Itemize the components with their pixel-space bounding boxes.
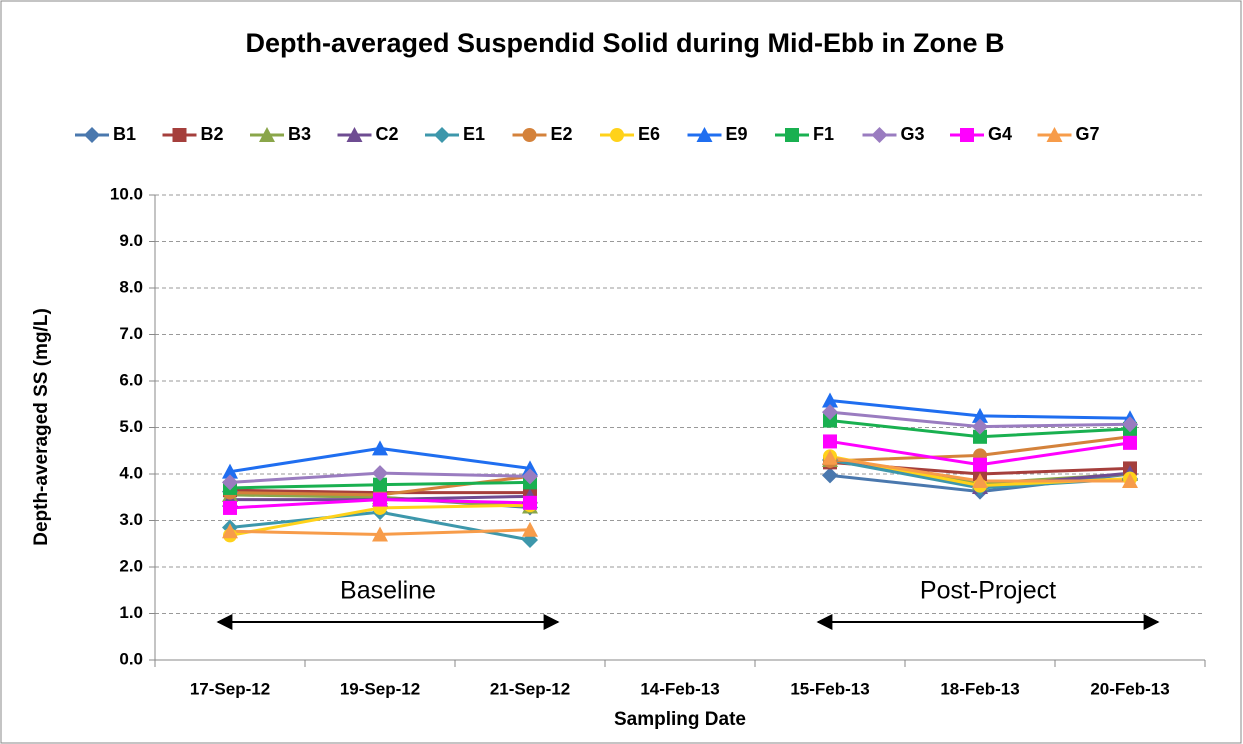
y-tick-label: 0.0 xyxy=(119,649,143,668)
legend-label: E2 xyxy=(551,124,573,144)
y-tick-label: 3.0 xyxy=(119,510,143,529)
legend-label: B1 xyxy=(113,124,136,144)
legend-label: E6 xyxy=(638,124,660,144)
annotation: Post-Project xyxy=(920,577,1056,605)
y-axis-title: Depth-averaged SS (mg/L) xyxy=(31,308,52,546)
legend-label: G3 xyxy=(901,124,925,144)
y-tick-label: 1.0 xyxy=(119,603,143,622)
data-point xyxy=(372,526,388,542)
x-tick-label: 15-Feb-13 xyxy=(790,679,869,698)
legend-marker xyxy=(172,128,187,142)
y-tick-label: 2.0 xyxy=(119,556,143,575)
legend-marker xyxy=(610,128,624,142)
annotation: Baseline xyxy=(340,577,436,605)
legend-label: B2 xyxy=(201,124,224,144)
data-point xyxy=(223,500,237,515)
x-tick-label: 19-Sep-12 xyxy=(340,679,420,698)
data-point xyxy=(823,434,837,449)
legend-label: C2 xyxy=(376,124,399,144)
data-point xyxy=(972,418,988,435)
y-tick-label: 7.0 xyxy=(119,324,143,343)
x-tick-label: 20-Feb-13 xyxy=(1090,679,1169,698)
data-point xyxy=(222,474,238,491)
data-point xyxy=(372,465,388,482)
x-tick-label: 14-Feb-13 xyxy=(640,679,719,698)
legend-marker xyxy=(785,128,799,142)
data-point xyxy=(1122,472,1138,488)
data-point xyxy=(372,440,388,456)
data-point xyxy=(522,460,538,476)
legend-marker xyxy=(84,127,100,143)
y-tick-label: 8.0 xyxy=(119,277,143,296)
legend-marker xyxy=(346,127,363,142)
data-point xyxy=(1122,416,1138,433)
legend-label: G7 xyxy=(1076,124,1100,144)
y-tick-label: 9.0 xyxy=(119,231,143,250)
data-point xyxy=(822,467,838,484)
data-point xyxy=(822,392,838,408)
legend-marker xyxy=(960,128,974,142)
x-axis-title: Sampling Date xyxy=(614,709,746,730)
legend-label: F1 xyxy=(813,124,834,144)
data-point xyxy=(822,404,838,421)
data-point xyxy=(373,492,387,507)
data-point xyxy=(373,477,387,492)
data-point xyxy=(522,521,538,537)
data-point xyxy=(973,429,987,444)
legend-marker xyxy=(1046,127,1063,142)
data-point xyxy=(972,472,988,488)
data-point xyxy=(522,468,538,485)
data-point xyxy=(823,413,837,428)
x-tick-label: 17-Sep-12 xyxy=(190,679,270,698)
legend-marker xyxy=(259,127,275,142)
data-point xyxy=(222,463,238,479)
data-point xyxy=(973,457,987,472)
legend-label: E9 xyxy=(726,124,748,144)
legend-marker xyxy=(434,127,450,143)
x-tick-label: 18-Feb-13 xyxy=(940,679,1019,698)
chart-title: Depth-averaged Suspendid Solid during Mi… xyxy=(245,28,1004,58)
legend-marker xyxy=(522,128,537,142)
data-point xyxy=(972,407,988,423)
legend-label: G4 xyxy=(988,124,1012,144)
y-tick-label: 6.0 xyxy=(119,370,143,389)
data-point xyxy=(222,523,238,539)
y-tick-label: 4.0 xyxy=(119,463,143,482)
y-tick-label: 10.0 xyxy=(110,184,143,203)
data-point xyxy=(523,495,537,510)
data-point xyxy=(1123,435,1137,450)
legend-marker xyxy=(871,127,888,143)
legend-marker xyxy=(696,127,713,142)
legend-label: B3 xyxy=(288,124,311,144)
data-point xyxy=(822,449,838,465)
y-tick-label: 5.0 xyxy=(119,417,143,436)
legend-label: E1 xyxy=(463,124,485,144)
x-tick-label: 21-Sep-12 xyxy=(490,679,570,698)
